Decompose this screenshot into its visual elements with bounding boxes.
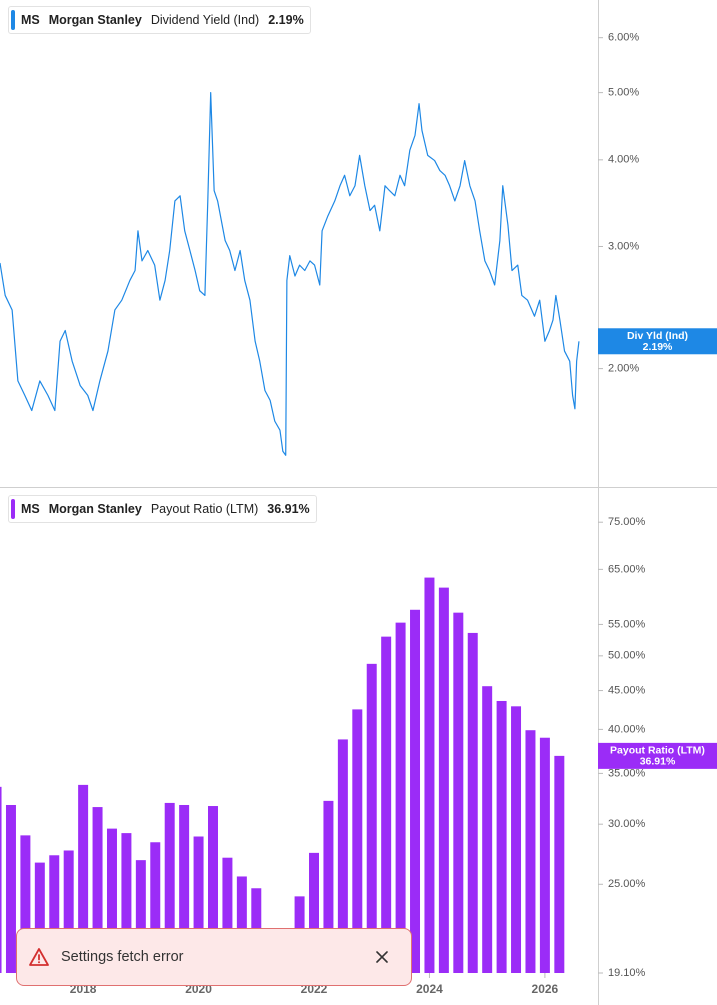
y-tick-label: 25.00% [608,878,646,890]
bar [352,709,363,973]
toast-message: Settings fetch error [61,949,184,965]
bar [63,850,74,973]
bar [49,855,60,973]
y-tick-label: 30.00% [608,818,646,830]
value-badge [598,742,717,769]
bar [309,852,320,973]
bar [410,609,421,973]
bar [222,857,233,973]
bar [5,804,16,973]
bar [179,804,190,973]
close-icon [376,951,388,963]
x-tick-label: 2024 [416,982,443,996]
bar [78,784,89,973]
legend-stripe [11,10,15,30]
value-badge [598,328,717,355]
bar [453,612,464,973]
bar [525,730,536,973]
line-series [0,92,580,456]
company: Morgan Stanley [48,13,142,27]
ticker: MS [21,13,40,27]
bar [366,663,377,973]
bar [106,828,117,973]
bar [395,622,406,973]
y-tick-label: 4.00% [608,154,639,166]
bar [467,632,478,973]
bar [496,700,507,973]
legend-top: MS Morgan Stanley Dividend Yield (Ind) 2… [8,6,311,34]
series-name: Dividend Yield (Ind) [150,13,260,27]
bar [34,862,45,973]
warning-icon [29,948,49,966]
y-tick-label: 45.00% [608,684,646,696]
y-tick-label: 6.00% [608,32,639,44]
bar [511,706,522,973]
bar [337,739,348,973]
bar [381,636,392,973]
bar [482,686,493,973]
bar [236,876,247,973]
last-value: 36.91% [267,502,310,516]
x-tick-label: 2026 [532,982,559,996]
badge-name: Payout Ratio (LTM) [610,745,705,757]
bar [121,833,132,973]
y-tick-label: 2.00% [608,363,639,375]
ticker: MS [21,502,40,516]
bar [424,577,435,973]
y-tick-label: 19.10% [608,967,646,979]
company: Morgan Stanley [48,502,142,516]
y-tick-label: 75.00% [608,516,646,528]
plot-area [0,577,565,973]
bar [20,835,31,973]
error-toast: Settings fetch error [16,928,412,986]
bar [193,836,204,973]
badge-value: 36.91% [640,756,676,768]
close-button[interactable] [365,940,399,974]
y-tick-label: 3.00% [608,240,639,252]
y-tick-label: 5.00% [608,87,639,99]
series-name: Payout Ratio (LTM) [150,502,259,516]
y-tick-label: 50.00% [608,650,646,662]
bar [150,842,161,973]
bar [164,802,175,973]
y-tick-label: 65.00% [608,563,646,575]
y-tick-label: 40.00% [608,723,646,735]
badge-name: Div Yld (Ind) [627,330,688,342]
bar [0,786,2,973]
legend-bottom: MS Morgan Stanley Payout Ratio (LTM) 36.… [8,495,317,523]
badge-value: 2.19% [643,341,673,353]
bar [554,755,565,973]
last-value: 2.19% [268,13,304,27]
y-tick-label: 35.00% [608,767,646,779]
y-tick-label: 55.00% [608,618,646,630]
bar [539,737,550,973]
bar [438,587,449,973]
plot-area [0,92,580,456]
bar [92,807,103,973]
bar [208,806,218,973]
legend-stripe [11,499,15,519]
bar [135,860,146,973]
bar [323,800,334,973]
